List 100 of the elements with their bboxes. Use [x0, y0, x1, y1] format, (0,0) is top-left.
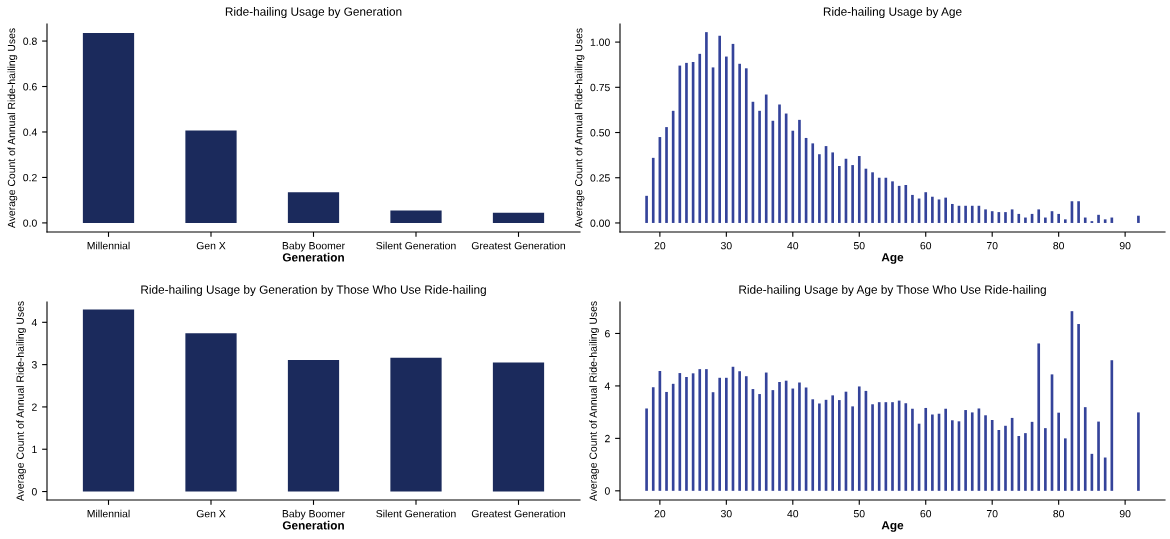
bar — [798, 119, 801, 223]
bar — [857, 386, 861, 491]
bar — [877, 402, 881, 491]
bar — [1037, 209, 1041, 223]
bar — [818, 154, 821, 223]
bar — [811, 399, 815, 491]
y-axis-title: Average Count of Annual Ride-hailing Uses — [16, 301, 26, 502]
bar — [718, 377, 722, 491]
bar — [287, 359, 340, 492]
bar — [82, 33, 135, 223]
y-tick-label: 3 — [31, 361, 37, 369]
bar — [718, 35, 722, 223]
bar — [818, 403, 821, 491]
x-tick-label: 40 — [787, 242, 799, 250]
bar — [698, 53, 702, 223]
bar — [851, 406, 854, 491]
x-tick-label: 20 — [654, 510, 666, 518]
bar — [944, 408, 947, 491]
bar — [831, 395, 835, 491]
bar — [1044, 428, 1047, 491]
bar — [1063, 219, 1067, 223]
x-tick-label: Millennial — [87, 241, 130, 250]
bar — [651, 157, 655, 223]
bar — [492, 362, 545, 492]
bar — [1077, 201, 1080, 223]
bar — [911, 408, 914, 491]
x-axis-title: Generation — [282, 252, 344, 262]
x-tick-label: 60 — [920, 242, 932, 250]
bar — [1137, 412, 1140, 491]
bar — [764, 372, 768, 491]
x-axis-title: Age — [881, 521, 904, 532]
bar — [950, 203, 954, 223]
bar — [984, 209, 987, 223]
bar — [651, 387, 655, 491]
bar — [970, 205, 974, 223]
bar — [831, 152, 835, 223]
x-tick-label: Gen X — [196, 242, 226, 250]
bar — [1037, 343, 1041, 491]
bar — [798, 382, 801, 491]
x-tick-label: Gen X — [196, 510, 226, 518]
bar — [185, 130, 237, 223]
y-tick-label: 0.75 — [590, 83, 610, 92]
bar — [838, 400, 841, 491]
y-tick-label: 0 — [31, 488, 37, 496]
x-tick-label: Greatest Generation — [471, 241, 566, 250]
bar — [924, 192, 928, 223]
bar — [1004, 425, 1007, 491]
bar — [877, 177, 881, 223]
bar — [791, 388, 795, 491]
bar — [390, 357, 442, 492]
bar — [758, 110, 761, 223]
bar — [871, 404, 874, 491]
x-tick-label: Silent Generation — [376, 509, 456, 518]
y-tick-label: 0.50 — [590, 129, 610, 137]
bar — [1004, 212, 1007, 223]
bar — [685, 377, 688, 491]
bar — [698, 369, 702, 491]
bar — [970, 412, 974, 491]
x-tick-label: Greatest Generation — [471, 509, 566, 518]
bar — [1103, 219, 1107, 223]
chart-title: Ride-hailing Usage by Age by Those Who Use Ride-hailing — [739, 285, 1046, 297]
y-tick-label: 0.25 — [590, 174, 610, 182]
bar — [665, 127, 668, 223]
bar — [904, 403, 908, 491]
x-tick-label: 60 — [920, 510, 932, 518]
x-tick-label: 80 — [1053, 510, 1065, 518]
bar — [904, 184, 908, 223]
bar — [671, 110, 675, 223]
bar — [1137, 215, 1140, 223]
y-tick-label: 6 — [605, 329, 610, 338]
y-tick-label: 0.2 — [23, 173, 37, 182]
bar — [931, 196, 934, 223]
x-tick-label: 50 — [853, 510, 865, 518]
x-tick-label: 90 — [1119, 510, 1131, 518]
bar — [891, 181, 894, 223]
bar — [1077, 324, 1080, 491]
y-tick-label: 0.0 — [23, 219, 37, 227]
y-tick-label: 0.00 — [590, 219, 610, 227]
bar — [1017, 436, 1021, 491]
bar — [990, 420, 994, 491]
bar — [725, 56, 728, 223]
bar — [185, 333, 237, 492]
x-tick-label: 90 — [1119, 242, 1131, 250]
bar — [964, 410, 967, 491]
x-tick-label: 80 — [1053, 242, 1065, 250]
bar — [685, 62, 688, 223]
bar — [738, 63, 741, 223]
bar — [851, 165, 854, 223]
bar — [964, 205, 967, 223]
y-tick-label: 0 — [604, 487, 610, 495]
bar — [1024, 433, 1027, 491]
bar — [82, 309, 135, 492]
bar — [678, 373, 682, 491]
x-tick-label: Baby Boomer — [282, 241, 345, 252]
bar — [838, 165, 841, 223]
bar — [744, 376, 748, 491]
bar — [811, 143, 815, 223]
x-tick-label: 20 — [654, 242, 666, 250]
x-tick-label: Baby Boomer — [282, 509, 345, 520]
y-tick-label: 1.00 — [590, 38, 610, 46]
